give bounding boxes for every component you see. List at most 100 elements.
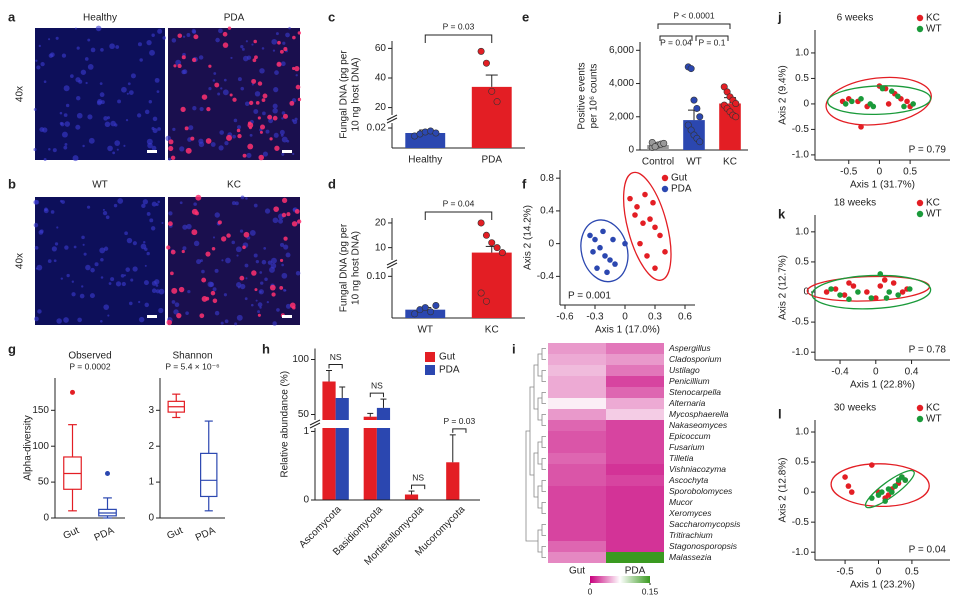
nucleus bbox=[200, 259, 203, 262]
row-label: Penicillium bbox=[669, 376, 710, 386]
dendrogram bbox=[529, 386, 534, 476]
legend-marker bbox=[916, 210, 924, 218]
heatmap-cell bbox=[606, 464, 664, 475]
data-point bbox=[662, 249, 668, 255]
bar bbox=[376, 407, 391, 500]
fungal-stain bbox=[242, 245, 246, 250]
nucleus bbox=[99, 247, 106, 254]
nucleus bbox=[34, 199, 40, 205]
nucleus bbox=[61, 131, 68, 138]
fungal-stain bbox=[262, 93, 268, 99]
fungal-stain bbox=[170, 271, 174, 276]
nucleus bbox=[212, 236, 216, 239]
p-value: P = 0.04 bbox=[443, 198, 475, 208]
data-point bbox=[906, 286, 913, 292]
dendrogram bbox=[541, 524, 546, 536]
nucleus bbox=[168, 157, 171, 161]
data-point bbox=[870, 103, 877, 110]
y-tick-label: 1.0 bbox=[795, 48, 809, 59]
nucleus bbox=[151, 201, 157, 207]
significance-bracket bbox=[659, 35, 693, 41]
heatmap-cell bbox=[606, 387, 664, 398]
data-point bbox=[657, 232, 663, 239]
nucleus bbox=[60, 277, 64, 280]
nucleus bbox=[59, 111, 63, 115]
nucleus bbox=[43, 80, 47, 84]
x-tick-label: -0.5 bbox=[836, 567, 854, 578]
fungal-stain bbox=[236, 128, 241, 133]
data-point bbox=[650, 199, 656, 206]
row-label: Ustilago bbox=[669, 365, 700, 375]
data-point bbox=[477, 289, 485, 297]
nucleus bbox=[171, 300, 176, 304]
nucleus bbox=[212, 287, 217, 292]
fungal-stain bbox=[294, 66, 300, 72]
p-value: P = 0.04 bbox=[660, 37, 692, 47]
fungal-stain bbox=[281, 212, 287, 218]
row-label: Aspergillus bbox=[668, 343, 711, 353]
bar bbox=[471, 252, 512, 318]
nucleus bbox=[273, 132, 279, 138]
nucleus bbox=[152, 128, 158, 134]
nucleus bbox=[281, 111, 286, 115]
nucleus bbox=[281, 272, 288, 279]
heatmap-cell bbox=[606, 376, 664, 387]
nucleus bbox=[239, 229, 244, 233]
nucleus bbox=[151, 288, 157, 294]
legend-label: KC bbox=[926, 198, 940, 209]
nucleus bbox=[56, 226, 59, 229]
dendrogram bbox=[537, 441, 542, 465]
nucleus bbox=[123, 274, 126, 277]
nucleus bbox=[34, 316, 39, 322]
nucleus bbox=[108, 282, 112, 285]
nucleus bbox=[224, 319, 229, 324]
nucleus bbox=[106, 116, 111, 120]
fungal-stain bbox=[283, 236, 288, 241]
legend-label: WT bbox=[926, 209, 942, 220]
magnification-label: 40x bbox=[15, 253, 26, 269]
fungal-stain bbox=[281, 197, 288, 204]
colorbar bbox=[590, 576, 650, 583]
legend-marker bbox=[916, 404, 924, 412]
nucleus bbox=[240, 86, 245, 91]
legend-label: WT bbox=[926, 24, 942, 35]
data-point bbox=[879, 85, 886, 92]
nucleus bbox=[136, 113, 142, 118]
p-value: P = 0.0002 bbox=[69, 361, 110, 371]
x-tick-label: 0 bbox=[877, 167, 883, 178]
nucleus bbox=[266, 300, 269, 304]
data-point bbox=[587, 232, 593, 239]
data-point bbox=[488, 87, 496, 95]
heatmap-cell bbox=[548, 387, 606, 398]
significance-bracket bbox=[328, 364, 343, 369]
y-tick-label: 0 bbox=[548, 238, 554, 249]
nucleus bbox=[105, 215, 110, 220]
nucleus bbox=[201, 269, 205, 274]
data-point bbox=[828, 286, 834, 292]
panel-letter: c bbox=[328, 9, 335, 24]
heatmap-cell bbox=[606, 508, 664, 519]
nucleus bbox=[48, 148, 51, 151]
nucleus bbox=[279, 129, 285, 135]
data-point bbox=[482, 297, 490, 305]
nucleus bbox=[240, 195, 245, 200]
fungal-stain bbox=[253, 39, 257, 44]
heatmap-cell bbox=[606, 552, 664, 563]
micrograph bbox=[35, 197, 165, 325]
nucleus bbox=[262, 151, 269, 157]
heatmap-cell bbox=[548, 431, 606, 442]
nucleus bbox=[64, 121, 71, 127]
nucleus bbox=[269, 266, 275, 273]
fungal-stain bbox=[297, 31, 301, 35]
legend-marker bbox=[916, 25, 924, 33]
dendrogram bbox=[537, 397, 542, 421]
fungal-stain bbox=[201, 295, 208, 302]
nucleus bbox=[186, 33, 191, 37]
nucleus bbox=[158, 288, 165, 295]
y-tick-label: -0.4 bbox=[537, 271, 555, 282]
p-value: P = 0.001 bbox=[568, 291, 611, 302]
nucleus bbox=[254, 91, 261, 97]
nucleus bbox=[265, 129, 270, 134]
nucleus bbox=[130, 73, 136, 79]
data-point bbox=[642, 191, 648, 198]
